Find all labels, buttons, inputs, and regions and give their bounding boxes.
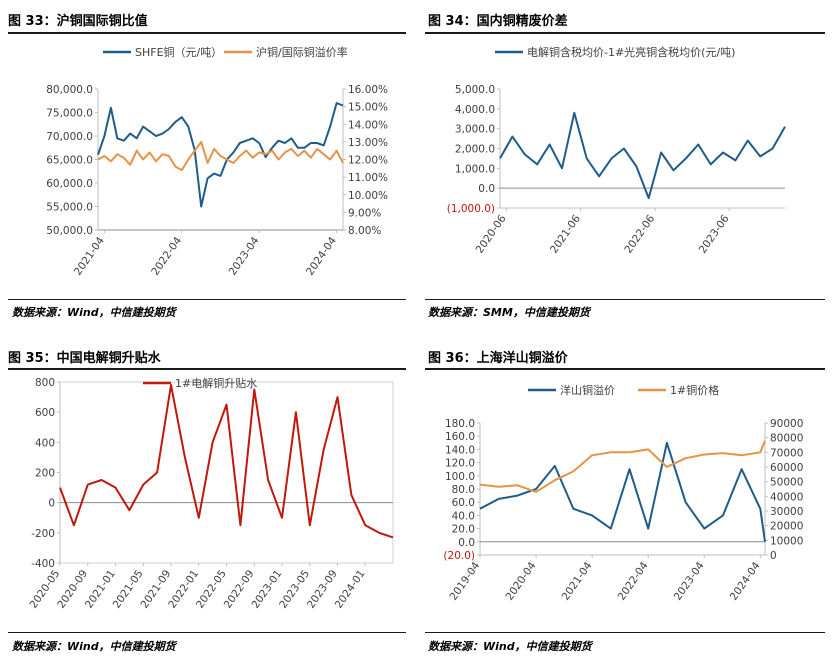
y-tick-label: 20.0: [452, 524, 475, 536]
chart-refined-scrap-spread: (1,000.0) 0.0 1,000.0 2,000.0 3,000.0 4,000.0…: [447, 45, 786, 256]
y2-tick-label: 20000: [770, 521, 803, 533]
x-tick-label: 2020-06: [474, 213, 509, 256]
legend-label: SHFE铜（元/吨）: [135, 45, 222, 59]
y2-tick-label: 50000: [770, 477, 803, 489]
y2-tick-label: 13.00%: [348, 137, 388, 149]
y-tick-label: 3,000.0: [455, 124, 495, 136]
x-tick-label: 2020-04: [504, 560, 539, 603]
x-tick-label: 2021-06: [548, 213, 583, 256]
footer-source-note: 数据来源：Wind，中信建投期货: [12, 640, 176, 653]
title-rule: [8, 368, 406, 370]
y-tick-label: 80,000.0: [46, 84, 93, 96]
x-tick-label: 2023-04: [227, 235, 262, 278]
x-tick-label: 2021-04: [72, 235, 107, 278]
x-tick-label: 2022-04: [616, 560, 651, 603]
legend-label: 沪铜/国际铜溢价率: [256, 45, 348, 59]
panel-title: 图 33：沪铜国际铜比值: [8, 14, 148, 29]
y2-tick-label: 70000: [770, 447, 803, 459]
y-tick-label: 160.0: [445, 431, 475, 443]
y2-tick-label: 8.00%: [348, 225, 381, 237]
y-tick-label: 400: [35, 437, 55, 449]
y2-tick-label: 80000: [770, 433, 803, 445]
y-tick-label: 60,000.0: [46, 178, 93, 190]
y-tick-label: 0.0: [478, 183, 495, 195]
y-tick-label: 140.0: [445, 444, 475, 456]
y-tick-label: 65,000.0: [46, 155, 93, 167]
legend-label: 1#电解铜升贴水: [175, 376, 257, 390]
y-tick-label: 2,000.0: [455, 144, 495, 156]
chart-copper-ratio: 50,000.0 55,000.0 60,000.0 65,000.0 70,000.0…: [46, 45, 388, 278]
y-tick-label: 5,000.0: [455, 84, 495, 96]
x-tick-label: 2019-04: [447, 560, 482, 603]
y-tick-label: 180.0: [445, 418, 475, 430]
series-line: [97, 102, 344, 208]
title-rule: [425, 32, 825, 34]
y2-tick-label: 60000: [770, 462, 803, 474]
y-tick-label: -400: [31, 558, 55, 570]
y-tick-label: 70,000.0: [46, 131, 93, 143]
x-tick-label: 2022-06: [622, 213, 657, 256]
x-tick-label: 2022-04: [149, 235, 184, 278]
y-tick-label: (1,000.0): [447, 203, 495, 215]
y-tick-label: 55,000.0: [46, 202, 93, 214]
y2-tick-label: 10.00%: [348, 190, 388, 202]
y2-tick-label: 14.00%: [348, 119, 388, 131]
series-line: [499, 111, 786, 200]
y-tick-label: 0.0: [458, 537, 475, 549]
legend-label: 电解铜含税均价-1#光亮铜含税均价(元/吨): [527, 45, 735, 59]
source-rule: [425, 632, 825, 633]
panel-title: 图 34：国内铜精废价差: [428, 14, 568, 29]
series-line: [59, 384, 394, 539]
y-tick-label: 4,000.0: [455, 104, 495, 116]
y-tick-label: (20.0): [443, 550, 475, 562]
y-tick-label: 200: [35, 468, 55, 480]
source-rule: [8, 632, 406, 633]
y-tick-label: 120.0: [445, 458, 475, 470]
y-tick-label: 40.0: [452, 510, 475, 522]
y2-tick-label: 40000: [770, 491, 803, 503]
title-rule: [8, 32, 406, 34]
y-tick-label: 100.0: [445, 471, 475, 483]
y-tick-label: 75,000.0: [46, 108, 93, 120]
y-tick-label: 1,000.0: [455, 163, 495, 175]
panel-title: 图 35：中国电解铜升贴水: [8, 351, 161, 366]
y-tick-label: 0: [48, 498, 55, 510]
x-tick-label: 2024-04: [728, 560, 763, 603]
y2-tick-label: 90000: [770, 418, 803, 430]
x-tick-label: 2024-04: [304, 235, 339, 278]
series-line: [479, 440, 766, 493]
y2-tick-label: 0: [770, 550, 777, 562]
series-line: [97, 140, 344, 172]
y-tick-label: 80.0: [452, 484, 475, 496]
legend-label: 1#铜价格: [670, 383, 719, 397]
source-note: 数据来源：Wind，中信建投期货: [428, 640, 592, 653]
y-tick-label: 600: [35, 407, 55, 419]
y2-tick-label: 16.00%: [348, 84, 388, 96]
y2-tick-label: 10000: [770, 535, 803, 547]
y2-tick-label: 30000: [770, 506, 803, 518]
x-tick-label: 2021-04: [560, 560, 595, 603]
legend-label: 洋山铜溢价: [560, 383, 615, 397]
chart-cathode-premium: -400-20002004006008002020-052020-092021-…: [27, 376, 394, 611]
y-tick-label: 800: [35, 377, 55, 389]
y2-tick-label: 11.00%: [348, 172, 388, 184]
y2-tick-label: 9.00%: [348, 207, 381, 219]
y-tick-label: 60.0: [452, 497, 475, 509]
source-note: 数据来源：SMM，中信建投期货: [428, 306, 590, 319]
panel-title: 图 36：上海洋山铜溢价: [428, 351, 568, 366]
series-line: [479, 441, 766, 542]
source-rule: [425, 299, 825, 300]
source-rule: [8, 299, 406, 300]
y2-tick-label: 12.00%: [348, 155, 388, 167]
x-tick-label: 2023-04: [672, 560, 707, 603]
x-tick-label: 2023-06: [697, 213, 732, 256]
y2-tick-label: 15.00%: [348, 102, 388, 114]
y-tick-label: -200: [31, 528, 55, 540]
source-note: 数据来源：Wind，中信建投期货: [12, 306, 176, 319]
title-rule: [425, 368, 825, 370]
y-tick-label: 50,000.0: [46, 225, 93, 237]
